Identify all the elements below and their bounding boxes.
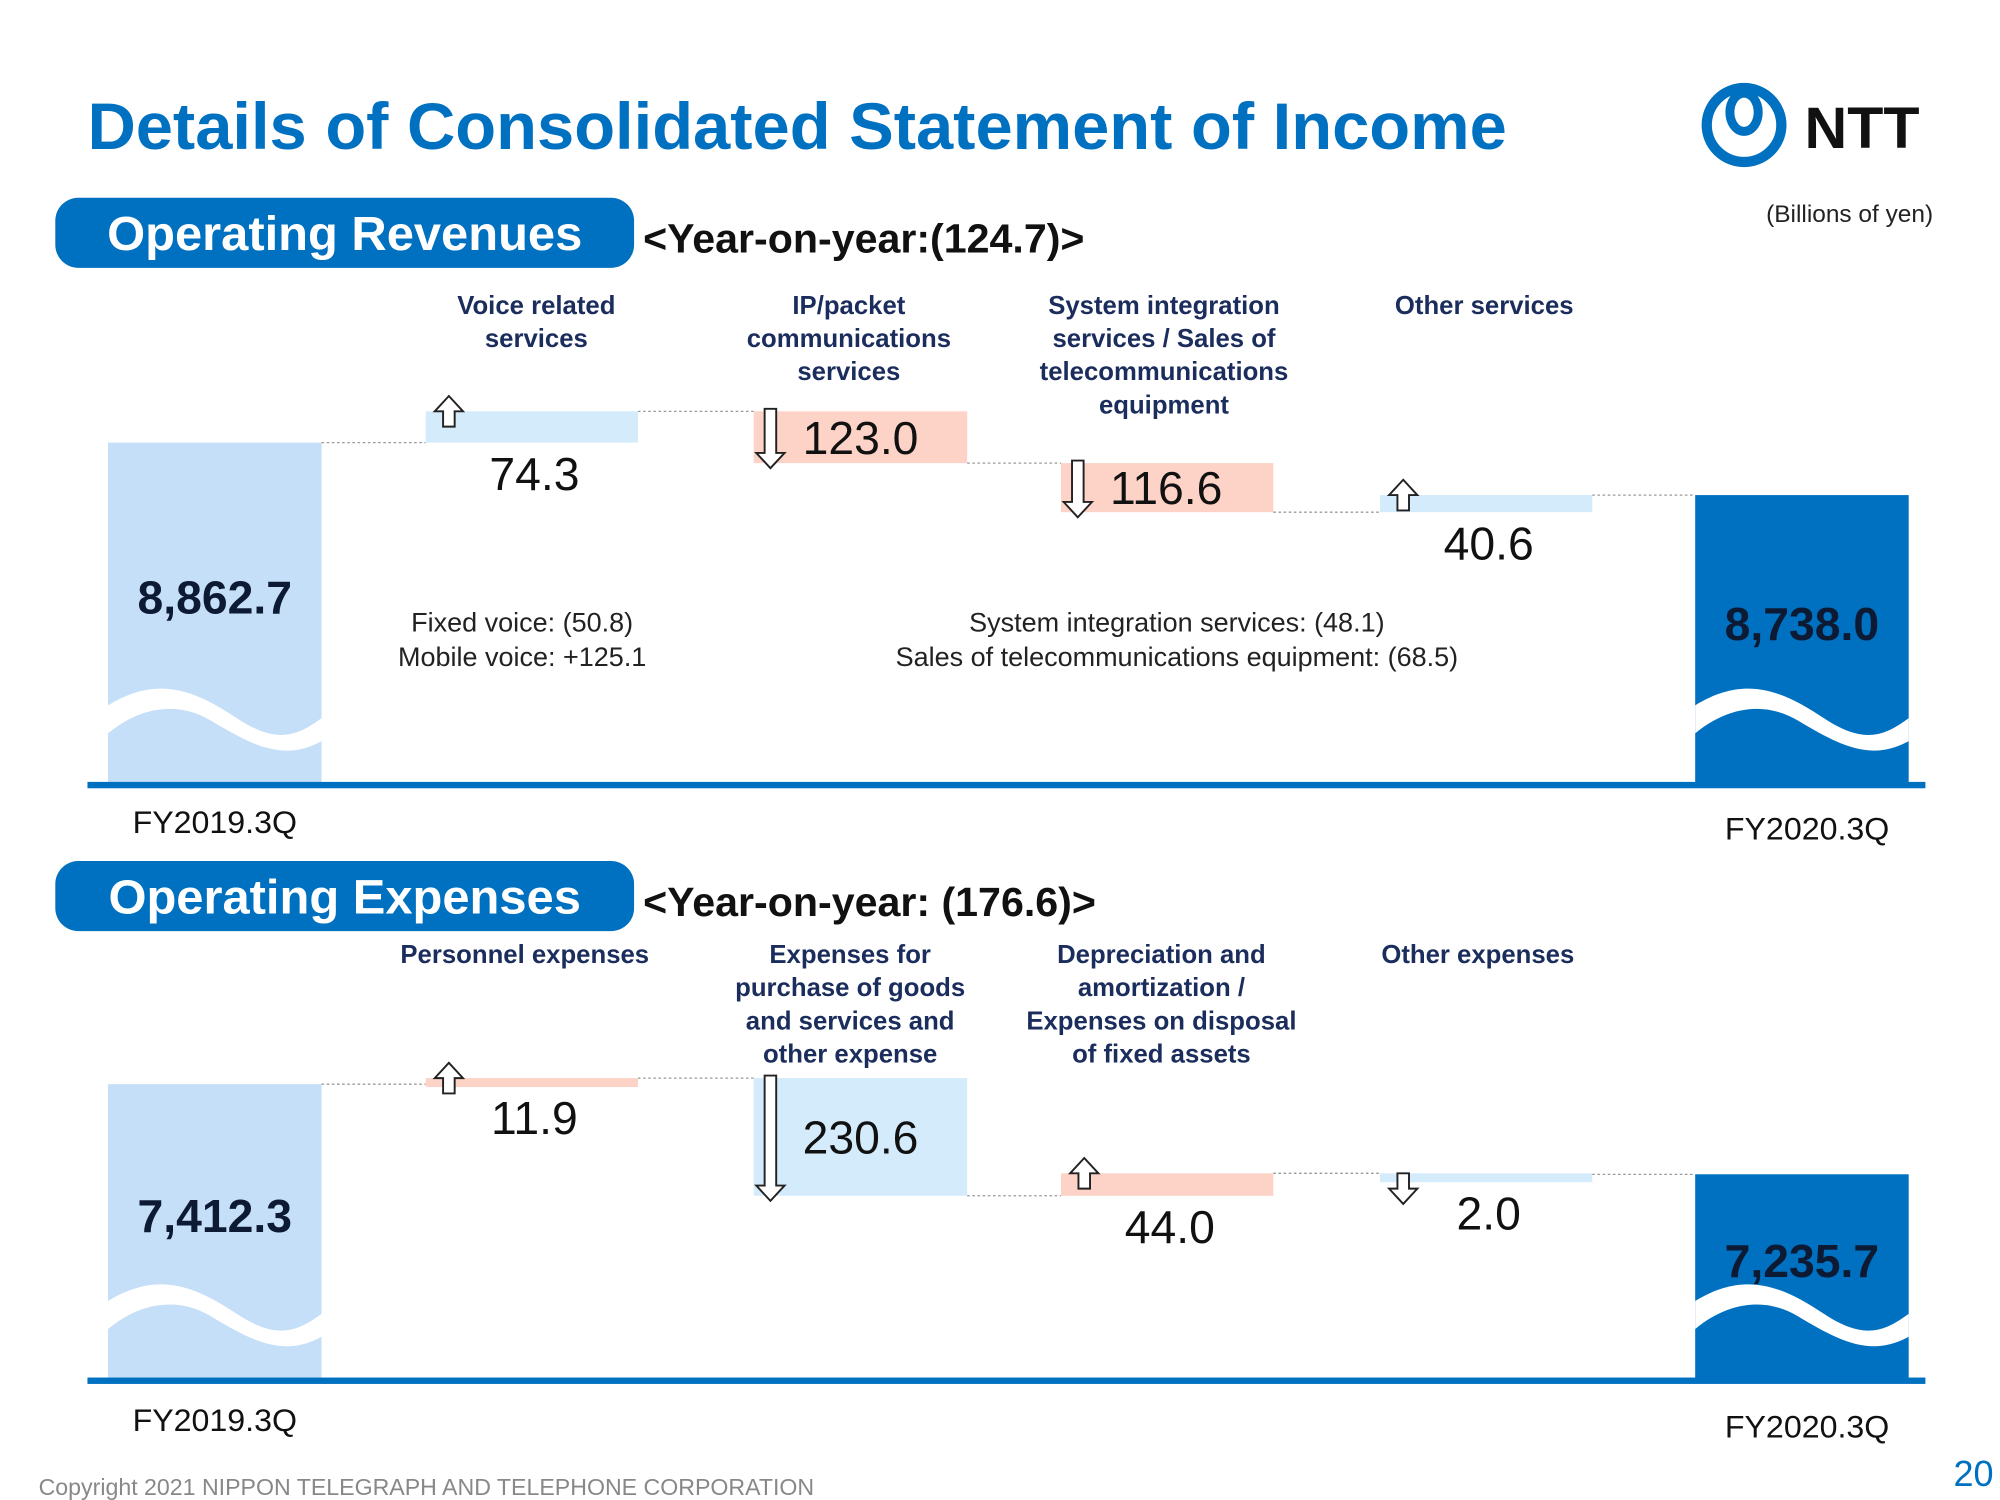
axis-break-wave	[108, 1284, 322, 1347]
category-label: Other services	[1395, 292, 1574, 320]
x-label: FY2019.3Q	[133, 804, 297, 840]
x-label: FY2020.3Q	[1725, 810, 1889, 846]
arrow	[432, 1061, 466, 1095]
x-label: FY2020.3Q	[1725, 1409, 1889, 1445]
section-title: Operating Expenses	[108, 870, 580, 924]
axis-line	[87, 781, 1926, 789]
category-label: System integration services / Sales of tel…	[1040, 292, 1289, 419]
arrow	[754, 1074, 787, 1203]
change-bar	[753, 411, 968, 464]
axis-break-wave	[108, 688, 322, 751]
section-subtitle: <Year-on-year:(124.7)>	[643, 216, 1084, 262]
units-label: (Billions of yen)	[1766, 201, 1933, 228]
category-label: Personnel expenses	[400, 941, 649, 969]
page-number: 20	[1954, 1454, 1994, 1494]
arrow	[1386, 1172, 1420, 1206]
copyright: Copyright 2021 NIPPON TELEGRAPH AND TELE…	[39, 1474, 815, 1500]
total-label: 7,235.7	[1725, 1235, 1879, 1287]
logo-ring	[1701, 82, 1787, 168]
change-label: 74.3	[489, 448, 579, 500]
logo: NTT	[1701, 82, 1920, 168]
axis-break-wave	[1695, 688, 1909, 751]
change-bar	[425, 1078, 638, 1088]
category-label: Expenses for purchase of goods and service…	[735, 941, 965, 1068]
axis-line	[87, 1377, 1926, 1384]
total-label: 7,412.3	[138, 1190, 292, 1242]
category-label: Voice related services	[457, 292, 615, 353]
change-bar	[753, 1078, 968, 1196]
arrow	[1386, 478, 1420, 512]
note: System integration services: (48.1)	[969, 607, 1384, 637]
change-bar	[425, 411, 638, 443]
logo-text: NTT	[1805, 96, 1920, 161]
start-bar	[108, 442, 322, 785]
category-label: Other expenses	[1381, 941, 1574, 969]
slide-title: Details of Consolidated Statement of Inc…	[87, 90, 1506, 164]
change-bar	[1061, 1173, 1274, 1196]
note: Fixed voice: (50.8)	[411, 607, 633, 637]
change-label: 116.6	[1110, 462, 1222, 514]
change-bar	[1380, 495, 1593, 513]
total-label: 8,862.7	[138, 572, 292, 624]
change-label: 2.0	[1457, 1188, 1521, 1240]
change-bar	[1380, 1173, 1593, 1183]
note: Sales of telecommunications equipment: (…	[896, 642, 1459, 672]
section-subtitle: <Year-on-year: (176.6)>	[643, 879, 1096, 925]
logo-inner	[1725, 88, 1763, 136]
x-label: FY2019.3Q	[133, 1402, 297, 1438]
arrow	[1061, 459, 1095, 519]
change-label: 11.9	[491, 1092, 578, 1144]
arrow	[754, 407, 787, 470]
total-label: 8,738.0	[1725, 598, 1879, 650]
change-bar	[1061, 463, 1274, 513]
change-label: 44.0	[1125, 1201, 1215, 1253]
waterfall-chart: Operating Expenses <Year-on-year: (176.6)…	[55, 860, 1926, 1445]
change-label: 40.6	[1444, 518, 1534, 570]
section-header	[55, 860, 635, 932]
section-header	[55, 197, 635, 268]
category-label: Depreciation and amortization / Expenses o…	[1026, 941, 1296, 1068]
section-title: Operating Revenues	[107, 207, 582, 261]
axis-break-wave	[1695, 1284, 1909, 1347]
change-label: 230.6	[803, 1112, 919, 1164]
change-label: 123.0	[803, 412, 919, 464]
category-label: IP/packet communications services	[747, 292, 951, 386]
arrow	[1067, 1156, 1101, 1190]
waterfall-chart: Operating Revenues <Year-on-year:(124.7)>…	[55, 197, 1926, 846]
note: Mobile voice: +125.1	[398, 642, 646, 672]
arrow	[432, 394, 466, 428]
